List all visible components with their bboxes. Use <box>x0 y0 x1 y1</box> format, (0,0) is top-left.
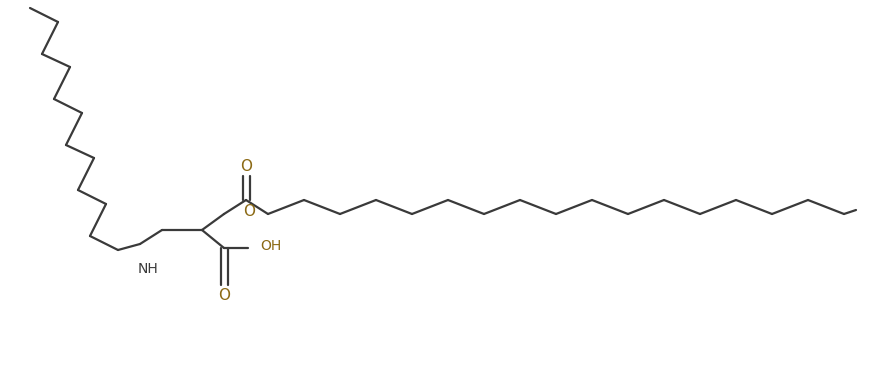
Text: O: O <box>240 158 252 174</box>
Text: NH: NH <box>138 262 159 276</box>
Text: O: O <box>243 204 255 219</box>
Text: OH: OH <box>260 239 282 253</box>
Text: O: O <box>218 288 230 302</box>
